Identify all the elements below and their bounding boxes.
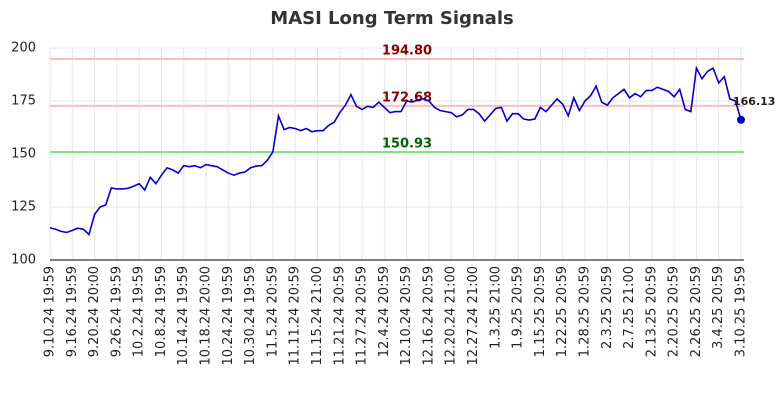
x-tick-label: 2.26.25 20:59	[689, 266, 704, 357]
level-label: 150.93	[382, 137, 432, 152]
x-tick-label: 2.7.25 21:00	[622, 266, 637, 349]
x-tick-label: 9.26.24 19:59	[109, 266, 124, 357]
y-tick-label: 200	[11, 41, 36, 56]
x-tick-label: 1.22.25 20:59	[555, 266, 570, 357]
level-label: 172.68	[382, 90, 432, 105]
y-tick-label: 125	[11, 200, 36, 215]
x-tick-label: 9.10.24 19:59	[43, 266, 58, 357]
y-tick-label: 100	[11, 253, 36, 268]
last-value-label: 166.13	[733, 95, 775, 108]
last-point	[737, 115, 745, 124]
x-tick-label: 11.21.24 20:59	[332, 266, 347, 366]
x-tick-label: 2.13.25 20:59	[644, 266, 659, 357]
x-tick-label: 2.20.25 20:59	[667, 266, 682, 357]
x-tick-label: 1.28.25 20:59	[577, 266, 592, 357]
x-tick-label: 1.9.25 20:59	[511, 266, 526, 349]
x-tick-label: 10.24.24 19:59	[221, 266, 236, 366]
x-tick-label: 11.5.24 20:59	[265, 266, 280, 357]
level-label: 194.80	[382, 44, 432, 59]
x-tick-label: 12.20.24 21:00	[444, 266, 459, 366]
x-tick-label: 10.2.24 19:59	[132, 266, 147, 357]
x-tick-label: 10.14.24 19:59	[176, 266, 191, 366]
x-tick-label: 1.15.25 20:59	[533, 266, 548, 357]
x-tick-label: 12.27.24 21:00	[466, 266, 481, 366]
x-tick-label: 11.27.24 20:59	[355, 266, 370, 366]
x-tick-label: 12.16.24 20:59	[421, 266, 436, 366]
x-tick-label: 9.16.24 19:59	[65, 266, 80, 357]
x-tick-label: 10.18.24 20:00	[199, 266, 214, 366]
x-tick-label: 12.4.24 20:59	[377, 266, 392, 357]
y-tick-label: 175	[11, 94, 36, 109]
x-tick-label: 11.15.24 21:00	[310, 266, 325, 366]
x-tick-label: 3.4.25 20:59	[711, 266, 726, 349]
x-tick-label: 12.10.24 20:59	[399, 266, 414, 366]
x-tick-label: 2.3.25 20:59	[600, 266, 615, 349]
chart-title: MASI Long Term Signals	[270, 8, 513, 29]
price-line	[49, 65, 742, 237]
x-tick-label: 9.20.24 20:00	[87, 266, 102, 357]
y-tick-label: 150	[11, 147, 36, 162]
x-tick-label: 10.8.24 19:59	[154, 266, 169, 357]
x-tick-label: 3.10.25 19:59	[734, 266, 749, 357]
x-tick-label: 10.30.24 19:59	[243, 266, 258, 366]
x-tick-label: 1.3.25 21:00	[488, 266, 503, 349]
x-tick-label: 11.11.24 20:59	[288, 266, 303, 366]
